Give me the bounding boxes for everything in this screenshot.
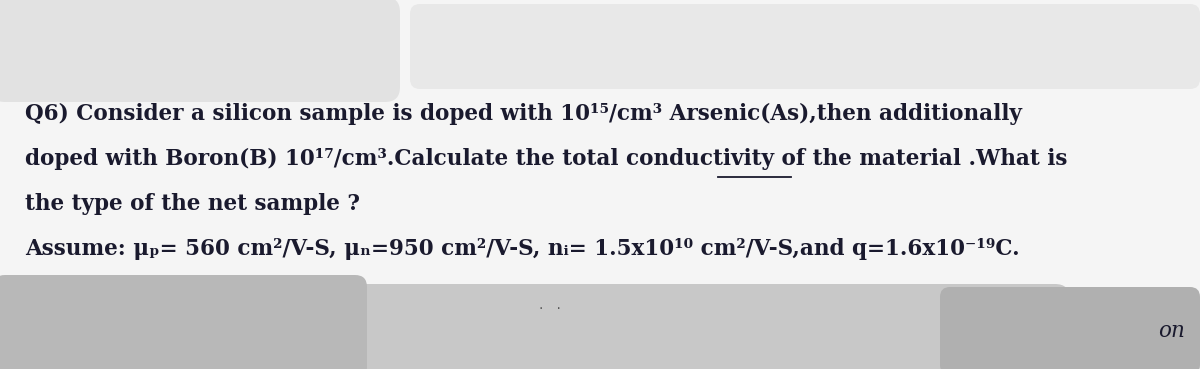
Text: on: on [1158,320,1186,342]
Text: Q6) Consider a silicon sample is doped with 10¹⁵/cm³ Arsenic(As),then additional: Q6) Consider a silicon sample is doped w… [25,103,1022,125]
FancyBboxPatch shape [0,275,367,369]
FancyBboxPatch shape [0,0,400,102]
FancyBboxPatch shape [940,287,1200,369]
Text: the type of the net sample ?: the type of the net sample ? [25,193,360,215]
Text: Assume: μₚ= 560 cm²/V-S, μₙ=950 cm²/V-S, nᵢ= 1.5x10¹⁰ cm²/V-S,and q=1.6x10⁻¹⁹C.: Assume: μₚ= 560 cm²/V-S, μₙ=950 cm²/V-S,… [25,238,1020,260]
FancyBboxPatch shape [0,284,1070,369]
Text: ·   ·: · · [539,302,560,316]
FancyBboxPatch shape [410,4,1200,89]
Text: doped with Boron(B) 10¹⁷/cm³.Calculate the total conductivity of the material .W: doped with Boron(B) 10¹⁷/cm³.Calculate t… [25,148,1067,170]
